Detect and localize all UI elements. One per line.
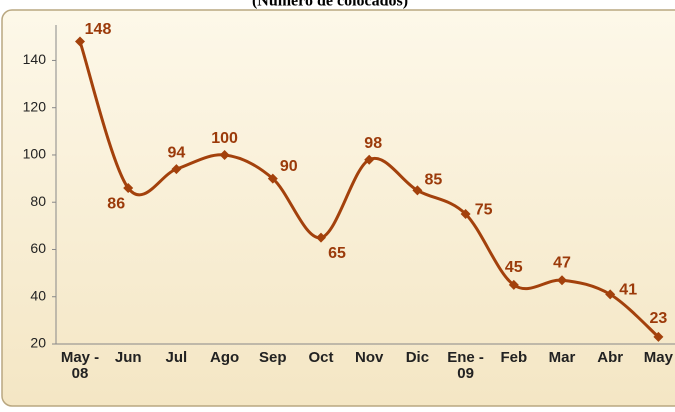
data-label: 65 (328, 245, 346, 262)
data-label: 41 (619, 282, 637, 299)
marker (364, 154, 375, 165)
data-label: 45 (505, 259, 523, 276)
x-tick-label: May (644, 349, 674, 366)
data-label: 47 (553, 254, 571, 271)
data-label: 23 (650, 310, 668, 327)
y-tick-label: 60 (30, 240, 46, 256)
x-tick-label: Jul (166, 349, 188, 366)
x-tick-label: Nov (355, 349, 384, 366)
marker (75, 36, 85, 47)
marker (123, 183, 134, 194)
data-label: 98 (364, 135, 382, 152)
marker (267, 173, 278, 184)
y-tick-label: 20 (30, 335, 46, 351)
data-label: 86 (107, 195, 125, 212)
y-tick-label: 140 (23, 51, 47, 67)
x-tick-label: Feb (500, 349, 527, 366)
x-tick-label: Ago (210, 349, 239, 366)
marker (460, 209, 471, 220)
y-tick-label: 80 (30, 193, 46, 209)
data-label: 85 (425, 172, 443, 189)
x-tick-label: Sep (259, 349, 287, 366)
data-label: 148 (85, 21, 112, 38)
marker (605, 289, 616, 300)
x-tick-label: Dic (406, 349, 429, 366)
data-label: 90 (280, 158, 298, 175)
marker (316, 232, 326, 243)
data-label: 100 (211, 130, 238, 147)
marker (219, 149, 230, 160)
x-tick-label: Jun (115, 349, 142, 366)
x-tick-label: Abr (597, 349, 623, 366)
marker (171, 164, 182, 175)
chart-title: (Número de colocados) (252, 0, 408, 10)
marker (412, 185, 423, 196)
marker (557, 275, 567, 286)
y-tick-label: 100 (23, 146, 47, 162)
marker (508, 279, 519, 290)
marker (653, 331, 664, 342)
x-tick-label: Mar (549, 349, 576, 366)
x-tick-label: Ene -09 (447, 349, 484, 382)
y-tick-label: 120 (23, 98, 47, 114)
chart-frame (1, 9, 675, 407)
data-label: 75 (475, 201, 493, 218)
data-label: 94 (168, 144, 186, 161)
x-tick-label: Oct (308, 349, 333, 366)
x-tick-label: May -08 (61, 349, 99, 382)
y-tick-label: 40 (30, 287, 46, 303)
